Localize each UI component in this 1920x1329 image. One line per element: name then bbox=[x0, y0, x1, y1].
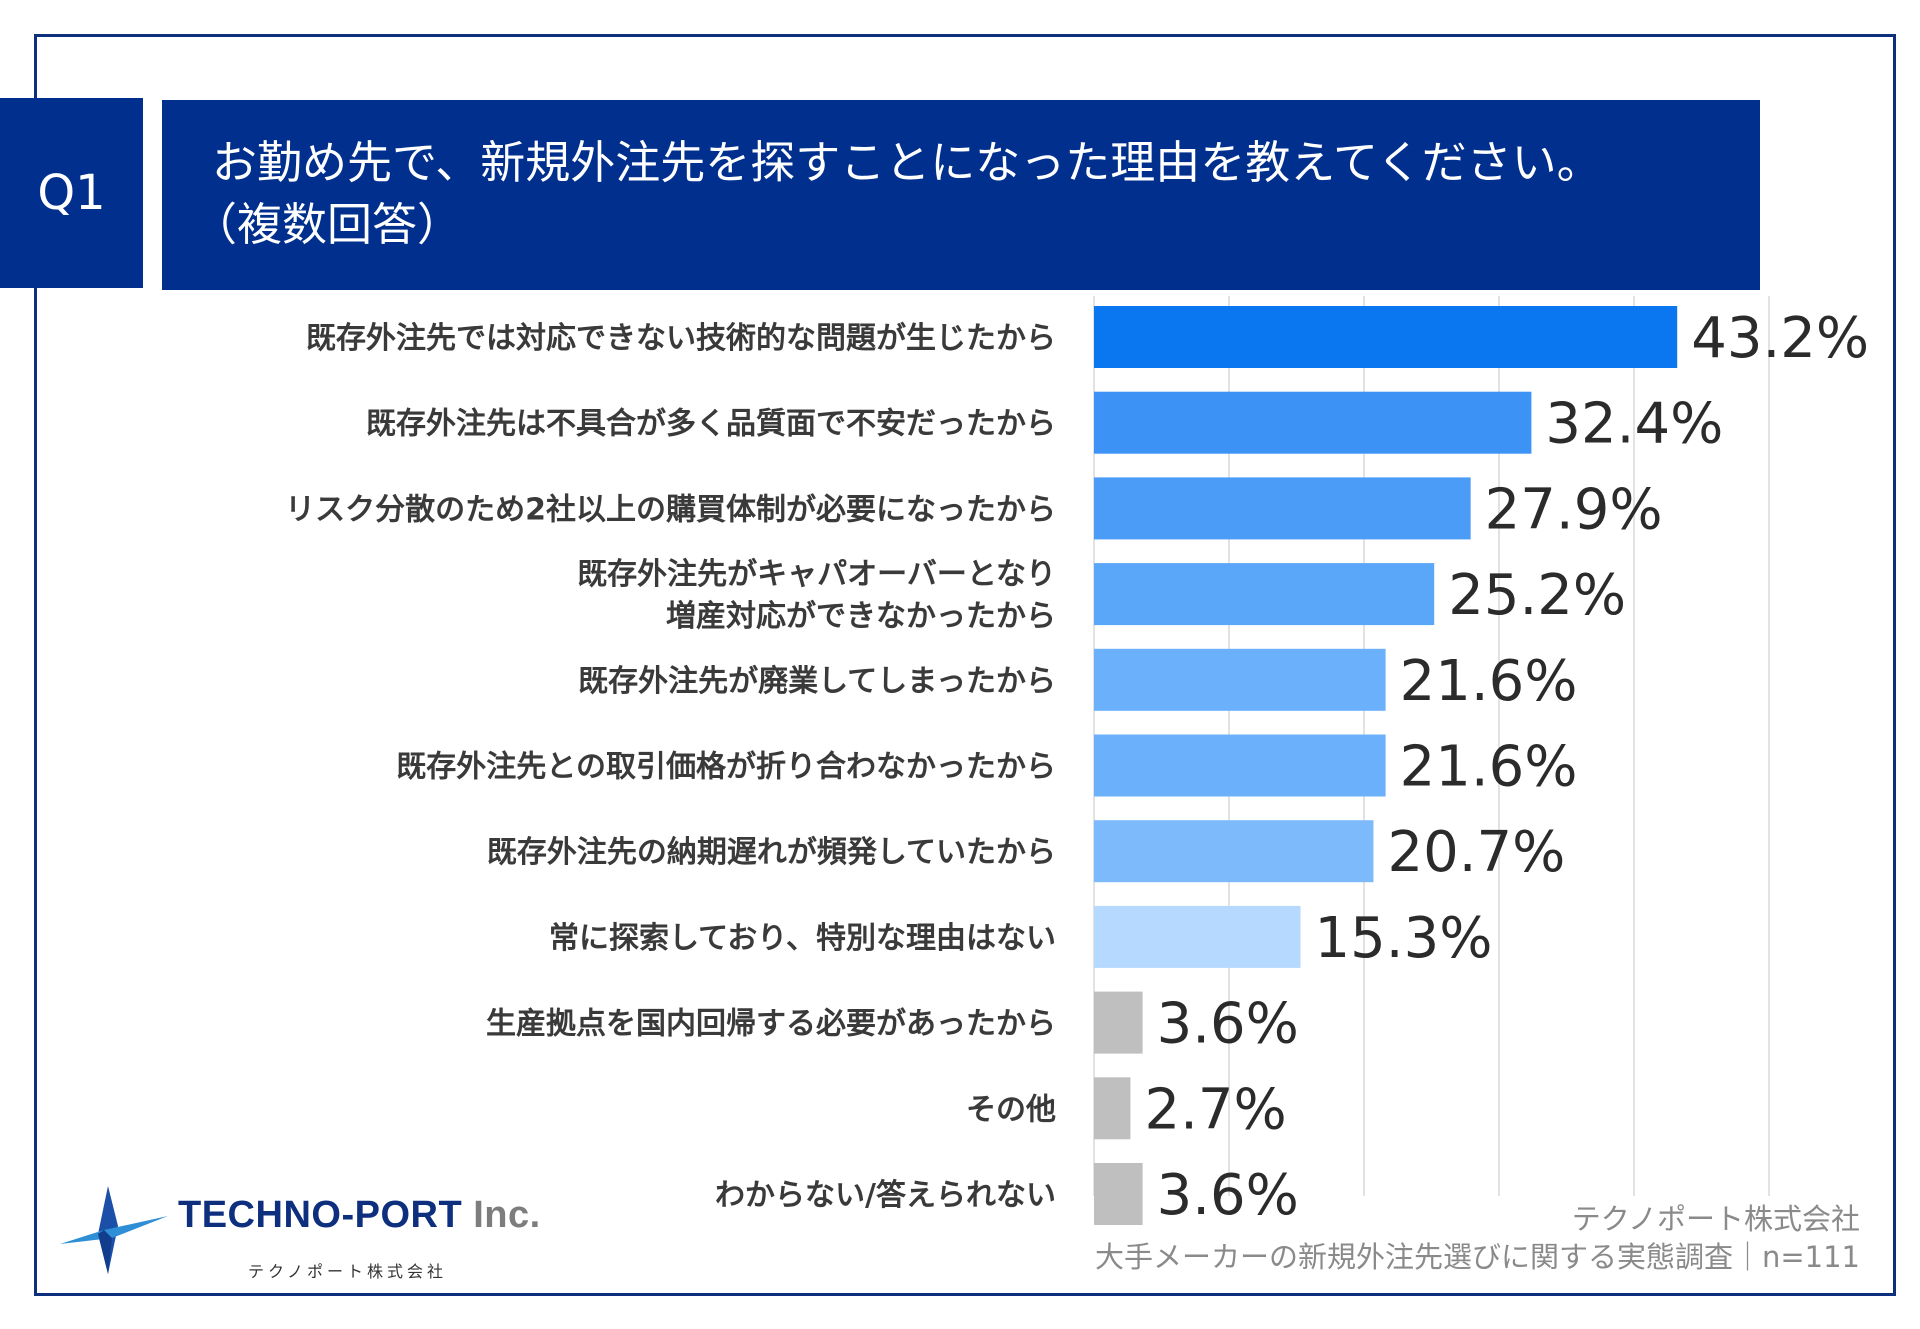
bar bbox=[1094, 905, 1301, 968]
value-label: 43.2% bbox=[1691, 306, 1869, 371]
category-label: 生産拠点を国内回帰する必要があったから bbox=[486, 1007, 1056, 1042]
bar bbox=[1094, 820, 1374, 883]
question-title-line1: お勤め先で、新規外注先を探すことになった理由を教えてください。 bbox=[212, 136, 1602, 189]
source-note: テクノポート株式会社 大手メーカーの新規外注先選びに関する実態調査｜n=111 bbox=[1095, 1200, 1860, 1276]
question-title-line2: （複数回答） bbox=[192, 198, 463, 251]
bar bbox=[1094, 1077, 1131, 1140]
bar bbox=[1094, 648, 1386, 711]
value-label: 27.9% bbox=[1485, 477, 1663, 542]
value-label: 2.7% bbox=[1144, 1077, 1286, 1142]
category-label: わからない/答えられない bbox=[715, 1178, 1056, 1213]
bar bbox=[1094, 1163, 1143, 1225]
value-label: 15.3% bbox=[1315, 906, 1493, 971]
category-label: 既存外注先の納期遅れが頻発していたから bbox=[487, 835, 1056, 870]
bar bbox=[1094, 991, 1143, 1054]
value-label: 20.7% bbox=[1387, 820, 1565, 885]
bar bbox=[1094, 734, 1386, 797]
bar bbox=[1094, 306, 1678, 368]
value-label: 25.2% bbox=[1448, 563, 1626, 628]
category-label: リスク分散のため2社以上の購買体制が必要になったから bbox=[285, 492, 1056, 527]
source-company: テクノポート株式会社 bbox=[1571, 1202, 1860, 1236]
bar bbox=[1094, 477, 1471, 540]
category-label: その他 bbox=[966, 1092, 1056, 1127]
bar bbox=[1094, 391, 1532, 454]
category-label: 既存外注先は不具合が多く品質面で不安だったから bbox=[366, 407, 1056, 442]
outer-frame bbox=[34, 34, 1896, 1296]
category-label: 既存外注先が廃業してしまったから bbox=[578, 664, 1056, 699]
question-title: お勤め先で、新規外注先を探すことになった理由を教えてください。 （複数回答） bbox=[162, 100, 1760, 290]
logo-star-icon bbox=[60, 1186, 168, 1274]
category-label: 増産対応ができなかったから bbox=[666, 599, 1056, 634]
category-label: 既存外注先では対応できない技術的な問題が生じたから bbox=[306, 321, 1056, 356]
value-label: 3.6% bbox=[1157, 1163, 1299, 1228]
value-label: 21.6% bbox=[1400, 735, 1578, 800]
logo-kana: テクノポート株式会社 bbox=[248, 1262, 448, 1281]
value-label: 32.4% bbox=[1545, 392, 1723, 457]
category-label: 既存外注先がキャパオーバーとなり bbox=[577, 557, 1056, 592]
value-label: 3.6% bbox=[1157, 992, 1299, 1057]
company-logo: TECHNO-PORT Inc. テクノポート株式会社 bbox=[60, 1186, 540, 1281]
source-survey: 大手メーカーの新規外注先選びに関する実態調査｜n=111 bbox=[1094, 1240, 1860, 1274]
logo-name: TECHNO-PORT Inc. bbox=[178, 1194, 541, 1236]
category-label: 既存外注先との取引価格が折り合わなかったから bbox=[396, 750, 1056, 785]
question-badge: Q1 bbox=[0, 98, 143, 288]
bar bbox=[1094, 563, 1435, 626]
value-label: 21.6% bbox=[1400, 649, 1578, 714]
category-label: 常に探索しており、特別な理由はない bbox=[549, 921, 1056, 956]
